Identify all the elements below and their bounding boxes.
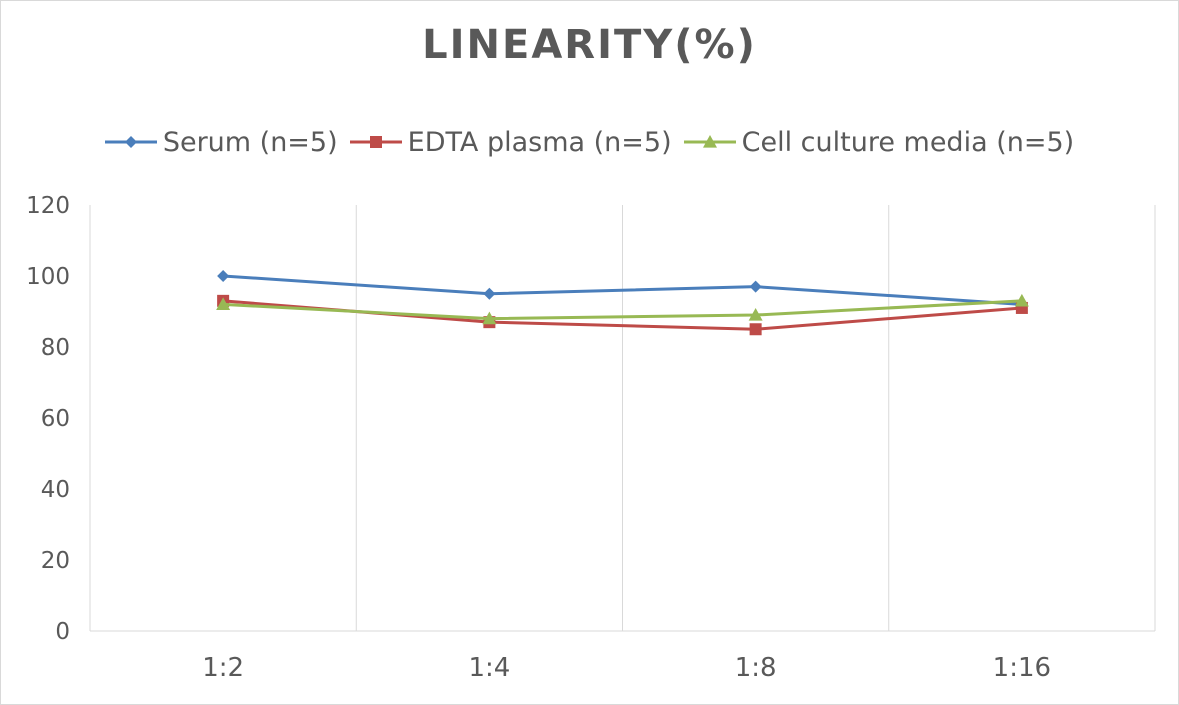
legend-swatch	[104, 136, 157, 148]
y-tick-label: 80	[41, 335, 70, 361]
x-tick-label: 1:4	[468, 653, 510, 683]
legend-swatch	[683, 135, 736, 148]
legend-label: Cell culture media (n=5)	[741, 126, 1075, 158]
x-tick-label: 1:2	[202, 653, 244, 683]
legend-marker	[702, 135, 717, 148]
x-tick-label: 1:8	[735, 653, 777, 683]
legend-marker	[369, 136, 382, 148]
y-tick-label: 20	[41, 548, 70, 574]
y-tick-label: 0	[55, 619, 70, 645]
chart-title: LINEARITY(%)	[422, 22, 757, 68]
y-tick-label: 120	[26, 193, 70, 219]
data-point	[483, 287, 496, 300]
y-tick-label: 40	[41, 477, 70, 503]
series-line-2	[223, 299, 1022, 321]
series-line-0	[223, 274, 1022, 306]
legend-label: Serum (n=5)	[162, 126, 338, 158]
legend: Serum (n=5) EDTA plasma (n=5) Cell culture…	[0, 120, 1179, 164]
legend-item: EDTA plasma (n=5)	[349, 126, 672, 158]
y-tick-label: 60	[41, 406, 70, 432]
data-point	[749, 280, 762, 293]
data-point	[748, 308, 763, 321]
legend-item: Serum (n=5)	[104, 126, 338, 158]
legend-swatch	[349, 136, 402, 148]
data-point	[216, 297, 231, 310]
x-tick-label: 1:16	[993, 653, 1051, 683]
legend-item: Cell culture media (n=5)	[683, 126, 1075, 158]
legend-marker	[124, 136, 137, 148]
legend-label: EDTA plasma (n=5)	[407, 126, 672, 158]
data-point	[749, 323, 762, 336]
y-tick-label: 100	[26, 264, 70, 290]
data-point	[1014, 293, 1029, 307]
data-point	[482, 311, 497, 325]
data-point	[217, 270, 230, 282]
